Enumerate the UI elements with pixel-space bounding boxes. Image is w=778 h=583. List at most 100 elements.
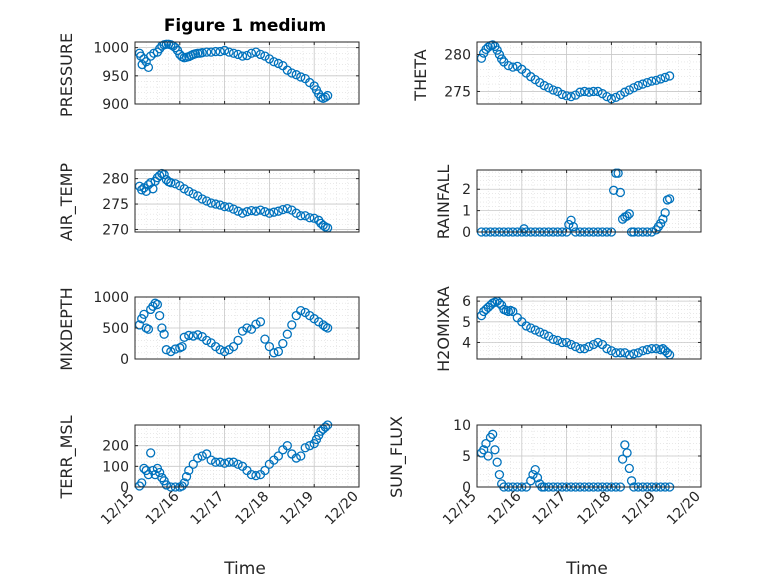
sun_flux-ytick-label: 5 (462, 449, 471, 465)
sun_flux-point (481, 438, 491, 449)
air_temp-point (159, 169, 169, 180)
theta-point (651, 75, 661, 86)
h2omixra-point (651, 344, 661, 354)
theta-axes-box (476, 41, 702, 105)
air_temp-point (251, 206, 261, 216)
figure-title: Figure 1 medium (164, 16, 326, 36)
rainfall-ylabel: RAINFALL (434, 165, 453, 240)
h2omixra-point (557, 337, 567, 348)
terr_msl-point (260, 465, 270, 476)
terr_msl-point (224, 457, 234, 467)
rainfall-point (658, 214, 668, 224)
sun_flux-point (492, 457, 502, 467)
terr_msl-point (193, 453, 203, 463)
sun_flux-point (490, 445, 500, 455)
terr_msl-axes-box (134, 424, 360, 488)
sun_flux-point (532, 473, 543, 483)
theta-point (620, 87, 630, 97)
theta-point (588, 86, 599, 97)
air_temp-ytick-label: 270 (102, 222, 129, 238)
mixdepth-point (322, 323, 333, 333)
pressure-point (136, 51, 146, 61)
pressure-axes-box (134, 41, 360, 105)
mixdepth-point (193, 330, 203, 340)
theta-point (539, 80, 549, 91)
h2omixra-point (606, 346, 617, 356)
h2omixra-point (535, 327, 545, 337)
theta-point (629, 83, 639, 93)
mixdepth-point (184, 330, 194, 341)
mixdepth-ylabel: MIXDEPTH (57, 287, 76, 370)
theta-point (557, 89, 567, 100)
terr_msl-point (197, 451, 207, 461)
mixdepth-point (154, 310, 165, 321)
air_temp-point (146, 178, 156, 188)
terr_msl-point (146, 448, 156, 458)
pressure-ytick-label: 1000 (93, 41, 129, 57)
air_temp-point (137, 185, 147, 195)
mixdepth-point (233, 335, 243, 346)
h2omixra-point (530, 325, 540, 335)
theta-point (602, 91, 612, 102)
pressure-point (219, 45, 230, 56)
air_temp-point (291, 208, 301, 218)
pressure-point (228, 48, 239, 58)
pressure-point (273, 58, 284, 69)
mixdepth-point (264, 341, 275, 352)
theta-point (593, 86, 603, 97)
air_temp-point (264, 208, 275, 218)
mixdepth-ytick-label: 1000 (93, 290, 129, 306)
h2omixra-point (647, 344, 657, 354)
h2omixra-point (615, 348, 626, 358)
h2omixra-point (633, 348, 643, 358)
pressure-point (269, 57, 279, 67)
air_temp-ytick-label: 275 (102, 197, 129, 213)
air_temp-point (305, 213, 315, 223)
mixdepth-point (296, 305, 306, 316)
rainfall-point (624, 209, 634, 219)
air_temp-point (215, 200, 225, 210)
mixdepth-point (255, 317, 266, 327)
pressure-point (246, 48, 257, 58)
mixdepth-point (215, 345, 225, 355)
air_temp-axes-box (134, 169, 360, 233)
h2omixra-ylabel: H2OMIXRA (434, 286, 453, 372)
mixdepth-point (166, 346, 176, 357)
theta-point (642, 77, 652, 88)
air_temp-point (255, 205, 266, 215)
theta-point (633, 80, 643, 91)
pressure-point (291, 70, 301, 80)
pressure-point (215, 46, 225, 57)
sun_flux-point (617, 454, 628, 464)
rainfall-axes-box (476, 169, 702, 233)
theta-ytick-label: 280 (444, 48, 471, 64)
mixdepth-point (161, 345, 172, 355)
h2omixra-point (593, 337, 603, 348)
h2omixra-ytick-label: 5 (462, 315, 471, 331)
h2omixra-point (575, 344, 585, 354)
h2omixra-point (508, 306, 518, 317)
theta-point (494, 49, 505, 60)
h2omixra-point (588, 339, 599, 350)
theta-subplot: 275 280 (444, 40, 702, 105)
mixdepth-point (188, 331, 198, 341)
terr_msl-point (282, 441, 292, 451)
h2omixra-ytick-label: 4 (462, 335, 471, 351)
theta-point (647, 76, 657, 86)
air_temp-point (309, 213, 319, 223)
theta-ytick-label: 275 (444, 84, 471, 100)
h2omixra-point (584, 341, 594, 352)
pressure-point (237, 51, 248, 61)
theta-point (561, 91, 572, 101)
mixdepth-point (278, 338, 288, 349)
terr_msl-point (139, 463, 149, 474)
terr_msl-ytick-label: 0 (120, 480, 129, 496)
h2omixra-point (561, 337, 572, 348)
air_temp-point (282, 203, 292, 214)
sun_flux-point (626, 476, 637, 486)
rainfall-point (660, 208, 670, 218)
terr_msl-point (154, 467, 165, 478)
theta-point (566, 91, 576, 102)
rainfall-ytick-label: 2 (462, 182, 471, 198)
